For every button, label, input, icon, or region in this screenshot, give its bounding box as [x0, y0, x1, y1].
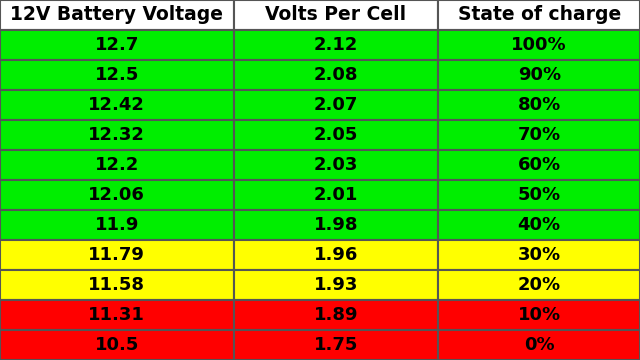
Bar — [234, 300, 438, 330]
Bar — [438, 240, 640, 270]
Text: 2.08: 2.08 — [314, 66, 358, 84]
Bar — [438, 150, 640, 180]
Text: 2.05: 2.05 — [314, 126, 358, 144]
Bar — [438, 90, 640, 120]
Bar — [438, 0, 640, 30]
Text: 2.01: 2.01 — [314, 186, 358, 204]
Bar — [234, 210, 438, 240]
Bar — [438, 330, 640, 360]
Bar — [234, 150, 438, 180]
Bar — [234, 30, 438, 60]
Text: State of charge: State of charge — [458, 5, 621, 24]
Text: 50%: 50% — [518, 186, 561, 204]
Bar — [0, 60, 234, 90]
Bar — [0, 150, 234, 180]
Bar — [234, 90, 438, 120]
Text: 12V Battery Voltage: 12V Battery Voltage — [10, 5, 223, 24]
Bar — [438, 270, 640, 300]
Text: 1.89: 1.89 — [314, 306, 358, 324]
Bar — [438, 300, 640, 330]
Text: 1.75: 1.75 — [314, 336, 358, 354]
Bar — [0, 330, 234, 360]
Text: 12.2: 12.2 — [95, 156, 139, 174]
Bar — [438, 120, 640, 150]
Bar — [234, 180, 438, 210]
Text: 12.32: 12.32 — [88, 126, 145, 144]
Text: 12.7: 12.7 — [95, 36, 139, 54]
Bar — [438, 60, 640, 90]
Text: Volts Per Cell: Volts Per Cell — [266, 5, 406, 24]
Text: 80%: 80% — [518, 96, 561, 114]
Bar — [234, 120, 438, 150]
Bar — [0, 120, 234, 150]
Text: 11.9: 11.9 — [95, 216, 139, 234]
Bar — [438, 30, 640, 60]
Text: 0%: 0% — [524, 336, 554, 354]
Text: 2.03: 2.03 — [314, 156, 358, 174]
Text: 1.98: 1.98 — [314, 216, 358, 234]
Bar — [438, 180, 640, 210]
Bar — [234, 330, 438, 360]
Bar — [0, 210, 234, 240]
Text: 12.06: 12.06 — [88, 186, 145, 204]
Text: 11.31: 11.31 — [88, 306, 145, 324]
Bar — [0, 300, 234, 330]
Text: 1.96: 1.96 — [314, 246, 358, 264]
Bar — [0, 30, 234, 60]
Text: 12.5: 12.5 — [95, 66, 139, 84]
Bar — [234, 270, 438, 300]
Text: 70%: 70% — [518, 126, 561, 144]
Text: 10%: 10% — [518, 306, 561, 324]
Text: 60%: 60% — [518, 156, 561, 174]
Bar — [0, 180, 234, 210]
Bar — [0, 240, 234, 270]
Text: 90%: 90% — [518, 66, 561, 84]
Bar — [234, 0, 438, 30]
Bar — [234, 240, 438, 270]
Text: 40%: 40% — [518, 216, 561, 234]
Text: 20%: 20% — [518, 276, 561, 294]
Bar — [0, 90, 234, 120]
Bar — [0, 0, 234, 30]
Bar — [438, 210, 640, 240]
Text: 2.12: 2.12 — [314, 36, 358, 54]
Text: 100%: 100% — [511, 36, 567, 54]
Text: 11.58: 11.58 — [88, 276, 145, 294]
Text: 1.93: 1.93 — [314, 276, 358, 294]
Text: 2.07: 2.07 — [314, 96, 358, 114]
Bar — [0, 270, 234, 300]
Text: 30%: 30% — [518, 246, 561, 264]
Text: 10.5: 10.5 — [95, 336, 139, 354]
Text: 11.79: 11.79 — [88, 246, 145, 264]
Bar — [234, 60, 438, 90]
Text: 12.42: 12.42 — [88, 96, 145, 114]
